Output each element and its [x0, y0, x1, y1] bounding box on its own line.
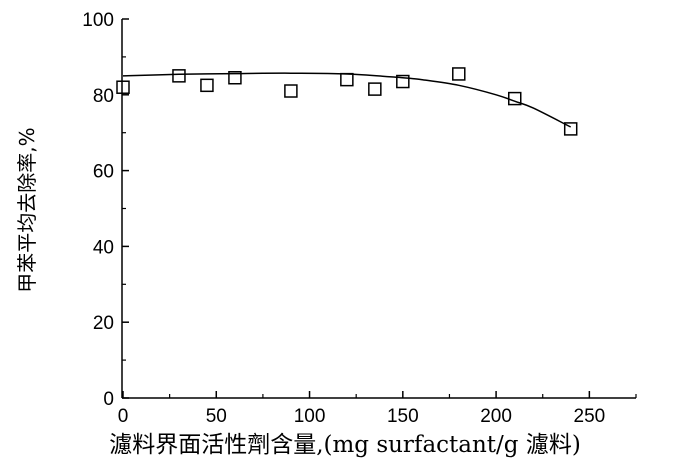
data-point [396, 74, 410, 89]
y-tick-label: 20 [93, 313, 114, 334]
data-point [228, 70, 242, 85]
x-tick-label: 250 [574, 406, 606, 427]
data-points [116, 67, 578, 136]
data-point [563, 122, 578, 136]
x-axis-label: 濾料界面活性劑含量,(mg surfactant/g 濾料) [109, 432, 581, 458]
data-point [172, 69, 186, 83]
data-point [284, 84, 298, 98]
data-point [340, 72, 354, 87]
data-point [200, 78, 214, 93]
x-tick-label: 150 [387, 406, 419, 427]
x-tick-label: 200 [480, 406, 512, 427]
x-tick-label: 100 [294, 406, 326, 427]
ticks: 0 20 40 60 80 100 0 50 100 150 200 250 [82, 10, 637, 427]
y-tick-label: 0 [103, 389, 114, 410]
y-tick-label: 40 [93, 237, 114, 258]
y-tick-label: 100 [82, 10, 114, 31]
fit-curve-group [122, 72, 572, 128]
data-point [116, 80, 130, 94]
data-point [507, 91, 522, 106]
fit-curve [122, 72, 572, 128]
x-tick-label: 0 [118, 406, 129, 427]
y-axis-label: 甲苯平均去除率,% [15, 127, 39, 292]
y-tick-label: 80 [93, 86, 114, 107]
data-point [368, 82, 382, 96]
x-tick-label: 50 [206, 406, 227, 427]
y-tick-label: 60 [93, 162, 114, 183]
data-point [452, 67, 466, 81]
